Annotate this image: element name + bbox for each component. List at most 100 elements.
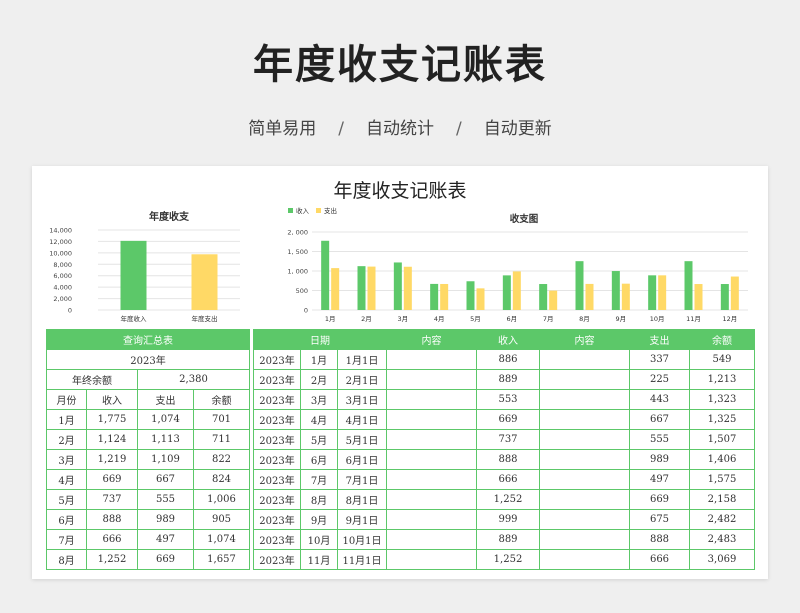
- ledger-cell[interactable]: [539, 449, 630, 470]
- ledger-cell[interactable]: 1,406: [689, 449, 755, 470]
- ledger-cell[interactable]: [539, 429, 630, 450]
- ledger-cell[interactable]: 1,507: [689, 429, 755, 450]
- summary-cell[interactable]: 6月: [46, 509, 87, 530]
- ledger-cell[interactable]: 9月1日: [337, 509, 387, 530]
- summary-cell[interactable]: 667: [137, 469, 194, 490]
- ledger-cell[interactable]: 7月: [300, 469, 338, 490]
- ledger-cell[interactable]: 2023年: [253, 429, 301, 450]
- ledger-cell[interactable]: 497: [629, 469, 690, 490]
- summary-cell[interactable]: 1月: [46, 409, 87, 430]
- ledger-cell[interactable]: 10月: [300, 529, 338, 550]
- summary-cell[interactable]: 737: [86, 489, 138, 510]
- ledger-cell[interactable]: [386, 469, 477, 490]
- ledger-cell[interactable]: 3,069: [689, 549, 755, 570]
- ledger-cell[interactable]: [386, 349, 477, 370]
- summary-cell[interactable]: 1,775: [86, 409, 138, 430]
- summary-cell[interactable]: 3月: [46, 449, 87, 470]
- ledger-cell[interactable]: [539, 529, 630, 550]
- ledger-cell[interactable]: 2023年: [253, 409, 301, 430]
- summary-cell[interactable]: 824: [193, 469, 250, 490]
- ledger-cell[interactable]: 666: [629, 549, 690, 570]
- summary-cell[interactable]: 1,074: [137, 409, 194, 430]
- summary-cell[interactable]: 989: [137, 509, 194, 530]
- summary-cell[interactable]: 2月: [46, 429, 87, 450]
- ledger-cell[interactable]: 4月: [300, 409, 338, 430]
- ledger-cell[interactable]: 2月: [300, 369, 338, 390]
- ledger-cell[interactable]: 1,325: [689, 409, 755, 430]
- summary-cell[interactable]: 711: [193, 429, 250, 450]
- summary-cell[interactable]: 8月: [46, 549, 87, 570]
- ledger-cell[interactable]: [386, 449, 477, 470]
- ledger-cell[interactable]: 989: [629, 449, 690, 470]
- ledger-cell[interactable]: [539, 389, 630, 410]
- ledger-cell[interactable]: 999: [476, 509, 540, 530]
- summary-cell[interactable]: 701: [193, 409, 250, 430]
- ledger-cell[interactable]: 2023年: [253, 529, 301, 550]
- summary-cell[interactable]: 5月: [46, 489, 87, 510]
- ledger-cell[interactable]: 1月1日: [337, 349, 387, 370]
- ledger-cell[interactable]: 8月1日: [337, 489, 387, 510]
- ledger-cell[interactable]: 737: [476, 429, 540, 450]
- summary-cell[interactable]: 1,124: [86, 429, 138, 450]
- ledger-cell[interactable]: 10月1日: [337, 529, 387, 550]
- ledger-cell[interactable]: 8月: [300, 489, 338, 510]
- summary-cell[interactable]: 1,109: [137, 449, 194, 470]
- ledger-cell[interactable]: 2023年: [253, 489, 301, 510]
- ledger-cell[interactable]: 443: [629, 389, 690, 410]
- ledger-cell[interactable]: [539, 369, 630, 390]
- ledger-cell[interactable]: 2023年: [253, 449, 301, 470]
- ledger-cell[interactable]: 225: [629, 369, 690, 390]
- ledger-cell[interactable]: 888: [629, 529, 690, 550]
- ledger-cell[interactable]: 1,575: [689, 469, 755, 490]
- ledger-cell[interactable]: 337: [629, 349, 690, 370]
- ledger-cell[interactable]: [386, 389, 477, 410]
- ledger-cell[interactable]: [539, 509, 630, 530]
- ledger-cell[interactable]: [386, 509, 477, 530]
- summary-cell[interactable]: 1,252: [86, 549, 138, 570]
- ledger-cell[interactable]: 2023年: [253, 389, 301, 410]
- ledger-cell[interactable]: 2,483: [689, 529, 755, 550]
- summary-cell[interactable]: 1,219: [86, 449, 138, 470]
- ledger-cell[interactable]: 2,158: [689, 489, 755, 510]
- ledger-cell[interactable]: [539, 349, 630, 370]
- summary-cell[interactable]: 822: [193, 449, 250, 470]
- ledger-cell[interactable]: [386, 409, 477, 430]
- ledger-cell[interactable]: [539, 469, 630, 490]
- ledger-cell[interactable]: 667: [629, 409, 690, 430]
- ledger-cell[interactable]: 1,323: [689, 389, 755, 410]
- summary-cell[interactable]: 497: [137, 529, 194, 550]
- ledger-cell[interactable]: 2023年: [253, 469, 301, 490]
- ledger-cell[interactable]: [386, 529, 477, 550]
- summary-cell[interactable]: 905: [193, 509, 250, 530]
- summary-cell[interactable]: 7月: [46, 529, 87, 550]
- ledger-cell[interactable]: 1月: [300, 349, 338, 370]
- ledger-cell[interactable]: 3月: [300, 389, 338, 410]
- ledger-cell[interactable]: [386, 489, 477, 510]
- ledger-cell[interactable]: 889: [476, 369, 540, 390]
- ledger-cell[interactable]: 2,482: [689, 509, 755, 530]
- summary-cell[interactable]: 669: [137, 549, 194, 570]
- summary-cell[interactable]: 1,113: [137, 429, 194, 450]
- ledger-cell[interactable]: 2023年: [253, 509, 301, 530]
- ledger-cell[interactable]: 888: [476, 449, 540, 470]
- ledger-cell[interactable]: 5月: [300, 429, 338, 450]
- ledger-cell[interactable]: 549: [689, 349, 755, 370]
- ledger-cell[interactable]: 2023年: [253, 349, 301, 370]
- ledger-cell[interactable]: 9月: [300, 509, 338, 530]
- ledger-cell[interactable]: [539, 489, 630, 510]
- ledger-cell[interactable]: 6月1日: [337, 449, 387, 470]
- ledger-cell[interactable]: 11月1日: [337, 549, 387, 570]
- ledger-cell[interactable]: 886: [476, 349, 540, 370]
- ledger-cell[interactable]: 2023年: [253, 369, 301, 390]
- summary-cell[interactable]: 1,006: [193, 489, 250, 510]
- ledger-cell[interactable]: 11月: [300, 549, 338, 570]
- ledger-cell[interactable]: [386, 429, 477, 450]
- summary-cell[interactable]: 555: [137, 489, 194, 510]
- summary-cell[interactable]: 4月: [46, 469, 87, 490]
- ledger-cell[interactable]: [539, 409, 630, 430]
- ledger-cell[interactable]: 675: [629, 509, 690, 530]
- ledger-cell[interactable]: 2023年: [253, 549, 301, 570]
- ledger-cell[interactable]: 1,252: [476, 489, 540, 510]
- summary-cell[interactable]: 666: [86, 529, 138, 550]
- ledger-cell[interactable]: 7月1日: [337, 469, 387, 490]
